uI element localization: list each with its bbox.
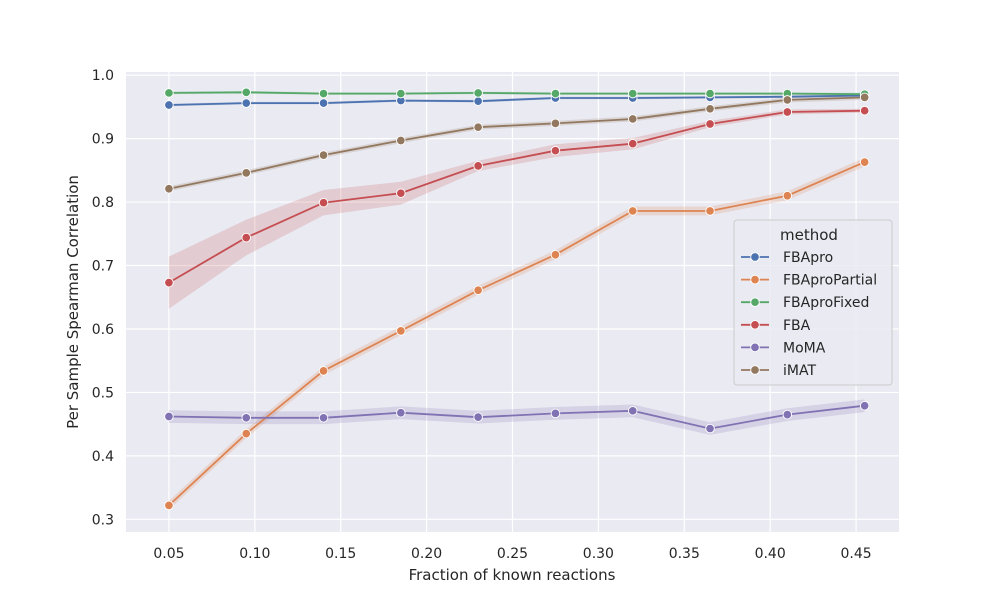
data-point-fbaprofixed [473, 88, 483, 98]
x-tick-label: 0.15 [325, 546, 356, 562]
data-point-imat [164, 183, 174, 194]
data-point-fba [550, 145, 561, 156]
data-point-fbapropartial [782, 190, 793, 201]
series-line-imat [168, 96, 865, 190]
data-point-fba [473, 161, 483, 171]
series-lines [168, 91, 865, 507]
data-point-imat [318, 150, 329, 160]
legend-title: method [780, 226, 838, 244]
data-point-moma [164, 411, 174, 422]
x-tick-label: 0.10 [239, 546, 270, 562]
data-point-imat [241, 168, 251, 178]
data-point-fba [782, 107, 793, 117]
x-tick-label: 0.30 [583, 546, 614, 562]
legend-label-moma: MoMA [783, 340, 826, 356]
data-point-fba [859, 105, 870, 116]
x-tick-label: 0.35 [669, 546, 700, 562]
data-point-fbaprofixed [318, 88, 329, 99]
series-line-fba [168, 109, 865, 284]
legend-marker-fbapro [750, 252, 760, 262]
legend-label-fbaprofixed: FBAproFixed [783, 295, 869, 311]
data-point-fba [705, 119, 715, 129]
y-tick-label: 0.7 [92, 259, 114, 275]
y-tick-label: 0.5 [92, 385, 114, 401]
series-line-moma [168, 404, 865, 430]
data-point-moma [550, 408, 561, 419]
y-tick-label: 1.0 [92, 68, 114, 84]
x-tick-label: 0.45 [840, 546, 871, 562]
legend-marker-fbaprofixed [750, 297, 760, 307]
data-point-fbapro [473, 96, 483, 106]
data-point-fbaprofixed [241, 87, 251, 98]
data-point-imat [782, 95, 793, 105]
y-axis-label: Per Sample Spearman Correlation [64, 175, 82, 429]
ci-band-moma [168, 399, 865, 435]
legend-marker-moma [750, 342, 760, 353]
data-point-fbapropartial [705, 206, 715, 216]
legend-marker-fba [750, 320, 760, 330]
y-tick-label: 0.8 [92, 195, 114, 211]
data-point-moma [859, 400, 870, 411]
data-point-fbaprofixed [396, 88, 406, 99]
data-point-imat [859, 92, 870, 103]
series-line-fbapropartial [168, 161, 865, 507]
tick-labels: 0.3 0.4 0.5 0.6 0.7 0.8 0.9 1.0 0.05 0.10 0.15 0.20… [92, 68, 872, 562]
x-tick-label: 0.25 [497, 546, 528, 562]
y-tick-label: 0.6 [92, 322, 114, 338]
data-point-fbaprofixed [164, 88, 174, 98]
legend: method FBApro FBAproPartial FBAproFixed FBA M… [733, 219, 893, 386]
grid [126, 72, 899, 532]
data-point-fbaprofixed [627, 88, 638, 99]
data-point-imat [550, 118, 561, 129]
data-point-fbapropartial [318, 366, 329, 376]
x-tick-label: 0.05 [153, 546, 184, 562]
data-point-moma [627, 406, 638, 416]
data-point-moma [705, 423, 715, 434]
data-point-imat [396, 135, 406, 146]
data-point-fba [627, 138, 638, 149]
y-tick-label: 0.4 [92, 449, 114, 465]
data-point-fbaprofixed [550, 88, 561, 99]
data-point-imat [705, 104, 715, 114]
x-tick-label: 0.40 [755, 546, 786, 562]
legend-box [733, 219, 893, 386]
y-tick-label: 0.3 [92, 512, 114, 528]
legend-label-imat: iMAT [783, 363, 816, 379]
legend-label-fbapropartial: FBAproPartial [783, 273, 877, 289]
data-point-fba [164, 277, 174, 288]
data-point-fbaprofixed [705, 88, 715, 99]
series-points [164, 87, 870, 511]
legend-label-fba: FBA [783, 318, 811, 334]
data-point-fbapro [241, 98, 251, 108]
data-point-fbapro [164, 100, 174, 110]
y-tick-label: 0.9 [92, 132, 114, 148]
data-point-fbapropartial [396, 326, 406, 336]
data-point-moma [318, 413, 329, 423]
legend-label-fbapro: FBApro [783, 250, 833, 266]
data-point-fba [396, 188, 406, 198]
data-point-imat [627, 114, 638, 124]
data-point-fbapropartial [550, 249, 561, 260]
data-point-moma [396, 407, 406, 418]
series-line-fbaprofixed [168, 91, 865, 96]
data-point-fbapro [318, 98, 329, 108]
data-point-imat [473, 122, 483, 132]
data-point-fbapropartial [473, 285, 483, 296]
data-point-fba [318, 197, 329, 208]
series-line-fbapro [168, 94, 865, 106]
data-point-fbapropartial [164, 500, 174, 511]
data-point-moma [782, 409, 793, 420]
x-axis-label: Fraction of known reactions [409, 566, 616, 584]
data-point-fba [241, 232, 251, 243]
data-point-fbapropartial [627, 206, 638, 216]
legend-marker-imat [750, 365, 760, 375]
data-point-fbapropartial [241, 428, 251, 439]
data-point-moma [473, 412, 483, 422]
data-point-fbapropartial [859, 157, 870, 167]
legend-marker-fbapropartial [750, 274, 760, 285]
data-point-moma [241, 413, 251, 423]
x-tick-label: 0.20 [411, 546, 442, 562]
